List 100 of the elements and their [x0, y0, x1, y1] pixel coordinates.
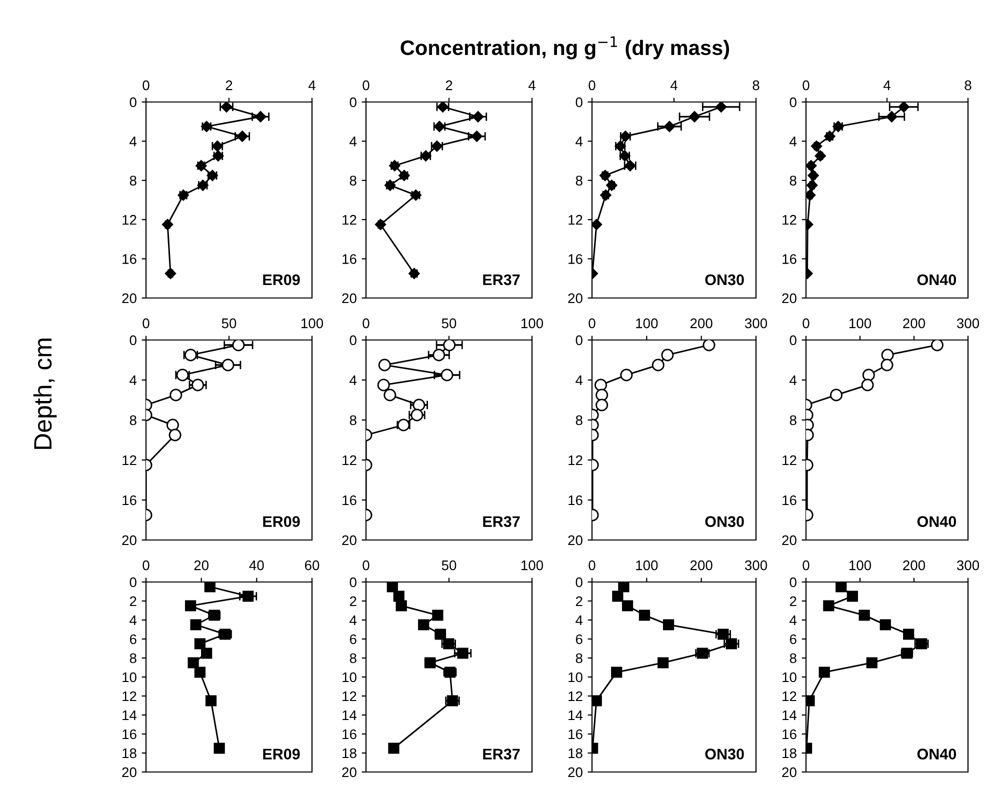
- y-tick-label: 12: [122, 691, 136, 702]
- y-tick-label: 4: [350, 615, 357, 626]
- point: [664, 120, 676, 132]
- point: [201, 648, 212, 659]
- y-tick-label: 0: [350, 335, 356, 346]
- x-tick-label: 100: [849, 318, 872, 328]
- point: [457, 648, 468, 659]
- y-tick-label: 6: [130, 634, 136, 644]
- point: [396, 600, 407, 612]
- x-tick-label: 0: [802, 80, 810, 90]
- y-tick-label: 2: [576, 596, 582, 606]
- y-tick-label: 4: [790, 136, 797, 146]
- annotation: ER09: [263, 748, 300, 760]
- point: [726, 638, 737, 650]
- point: [818, 666, 830, 678]
- point: [898, 102, 910, 113]
- x-tick-label: 2: [446, 80, 452, 90]
- point: [190, 619, 202, 630]
- y-tick-label: 12: [568, 455, 582, 466]
- y-tick-label: 8: [576, 653, 582, 664]
- point: [377, 378, 390, 392]
- x-tick-label: 20: [194, 560, 209, 570]
- y-tick-label: 20: [342, 767, 356, 778]
- y-tick-label: 12: [342, 691, 356, 702]
- point: [443, 340, 456, 352]
- x-tick-label: 300: [956, 560, 980, 570]
- y-tick-label: 16: [342, 495, 356, 506]
- point: [384, 388, 396, 402]
- point: [393, 590, 404, 602]
- x-tick-label: 100: [521, 560, 544, 570]
- chart-title: Concentration, ng g$^{−1}$ (dry mass): [400, 36, 730, 60]
- y-tick-label: 4: [130, 136, 137, 146]
- y-tick-label: 20: [568, 293, 582, 304]
- y-tick-label: 4: [576, 136, 583, 146]
- y-tick-label: 8: [576, 415, 582, 426]
- y-tick-label: 12: [568, 214, 582, 225]
- y-tick-label: 10: [568, 672, 582, 682]
- y-tick-label: 8: [130, 653, 136, 664]
- x-tick-label: 0: [362, 318, 370, 328]
- x-tick-label: 60: [304, 560, 320, 570]
- y-tick-label: 14: [782, 710, 797, 720]
- point: [612, 590, 624, 602]
- x-tick-label: 0: [802, 560, 810, 570]
- point: [866, 657, 878, 668]
- annotation: ON30: [705, 516, 744, 527]
- point: [611, 666, 622, 678]
- y-tick-label: 16: [568, 729, 582, 740]
- y-tick-label: 4: [130, 615, 137, 626]
- y-tick-label: 16: [122, 495, 136, 506]
- x-tick-label: 100: [636, 560, 658, 570]
- x-tick-label: 100: [301, 318, 324, 328]
- y-tick-label: 8: [130, 415, 136, 426]
- y-tick-label: 20: [342, 293, 356, 304]
- annotation: ER37: [483, 274, 520, 286]
- point: [903, 628, 914, 640]
- point: [192, 378, 204, 392]
- x-tick-label: 50: [222, 318, 236, 328]
- point: [652, 358, 664, 372]
- y-tick-label: 12: [782, 691, 796, 702]
- point: [242, 590, 254, 602]
- x-tick-label: 2: [226, 80, 232, 90]
- point: [886, 111, 898, 122]
- y-tick-label: 16: [122, 729, 136, 740]
- y-tick-label: 0: [576, 577, 582, 588]
- point: [412, 398, 426, 412]
- y-tick-label: 12: [782, 455, 796, 466]
- x-tick-label: 300: [744, 318, 768, 328]
- point: [688, 111, 700, 122]
- y-tick-label: 16: [342, 729, 356, 740]
- y-tick-label: 6: [350, 634, 356, 644]
- y-tick-label: 20: [342, 535, 356, 546]
- annotation: ER37: [483, 748, 520, 760]
- y-tick-label: 20: [782, 767, 796, 778]
- x-tick-label: 0: [142, 318, 150, 328]
- x-tick-label: 0: [362, 560, 370, 570]
- y-tick-label: 14: [342, 710, 357, 720]
- x-tick-label: 50: [442, 318, 456, 328]
- x-tick-label: 0: [142, 560, 150, 570]
- point: [622, 600, 634, 612]
- y-tick-label: 0: [576, 335, 582, 346]
- y-tick-label: 16: [568, 495, 582, 506]
- x-tick-label: 4: [883, 80, 890, 90]
- y-tick-label: 2: [790, 596, 796, 606]
- point: [471, 130, 482, 142]
- point: [662, 619, 674, 630]
- x-tick-label: 8: [964, 80, 972, 90]
- y-tick-label: 18: [782, 748, 796, 758]
- x-tick-label: 100: [636, 318, 658, 328]
- y-tick-label: 0: [790, 97, 796, 108]
- y-tick-label: 18: [568, 748, 582, 758]
- annotation: ON30: [705, 274, 744, 286]
- x-tick-label: 40: [249, 560, 264, 570]
- y-tick-label: 12: [568, 691, 582, 702]
- point: [716, 102, 727, 113]
- point: [168, 428, 182, 442]
- y-tick-label: 4: [790, 375, 797, 386]
- x-tick-label: 200: [690, 560, 712, 570]
- y-tick-label: 8: [130, 176, 136, 186]
- y-tick-label: 8: [576, 176, 582, 186]
- y-tick-label: 0: [130, 577, 136, 588]
